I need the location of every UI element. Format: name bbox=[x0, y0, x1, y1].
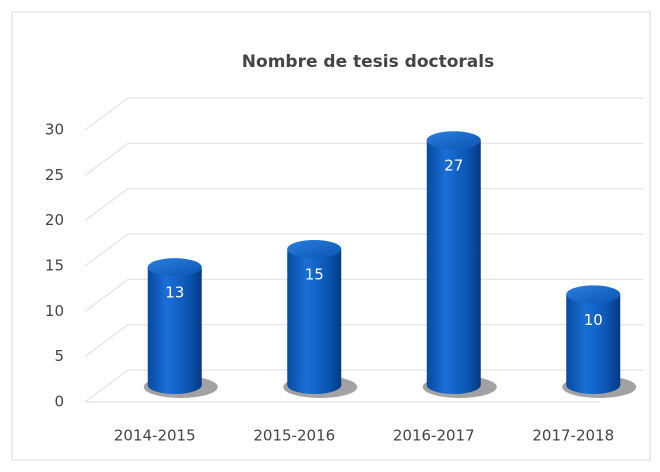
bar bbox=[283, 240, 358, 398]
grid-line bbox=[84, 97, 643, 131]
data-label: 15 bbox=[305, 266, 324, 284]
chart-title: Nombre de tesis doctorals bbox=[242, 52, 494, 72]
bar bbox=[422, 131, 497, 398]
bar-body bbox=[147, 267, 202, 394]
bar bbox=[562, 285, 637, 398]
bar-top bbox=[566, 285, 621, 304]
bar-body bbox=[426, 140, 481, 394]
bar-top bbox=[426, 131, 481, 150]
y-tick-label: 20 bbox=[45, 211, 64, 229]
y-tick-label: 15 bbox=[45, 257, 64, 275]
y-tick-label: 5 bbox=[54, 347, 64, 365]
data-label: 27 bbox=[444, 157, 463, 175]
y-tick-label: 25 bbox=[45, 166, 64, 184]
data-label: 10 bbox=[584, 311, 603, 329]
x-tick-label: 2017-2018 bbox=[532, 427, 614, 445]
data-label: 13 bbox=[165, 284, 184, 302]
bar bbox=[143, 258, 218, 398]
y-tick-label: 30 bbox=[45, 121, 64, 139]
bar-top bbox=[147, 258, 202, 277]
bar-body bbox=[287, 249, 342, 394]
x-tick-label: 2015-2016 bbox=[253, 427, 335, 445]
x-tick-label: 2014-2015 bbox=[114, 427, 196, 445]
y-tick-label: 10 bbox=[45, 302, 64, 320]
bar-body bbox=[566, 294, 621, 394]
x-tick-label: 2016-2017 bbox=[393, 427, 475, 445]
bar-top bbox=[287, 240, 342, 258]
y-tick-label: 0 bbox=[54, 393, 64, 411]
